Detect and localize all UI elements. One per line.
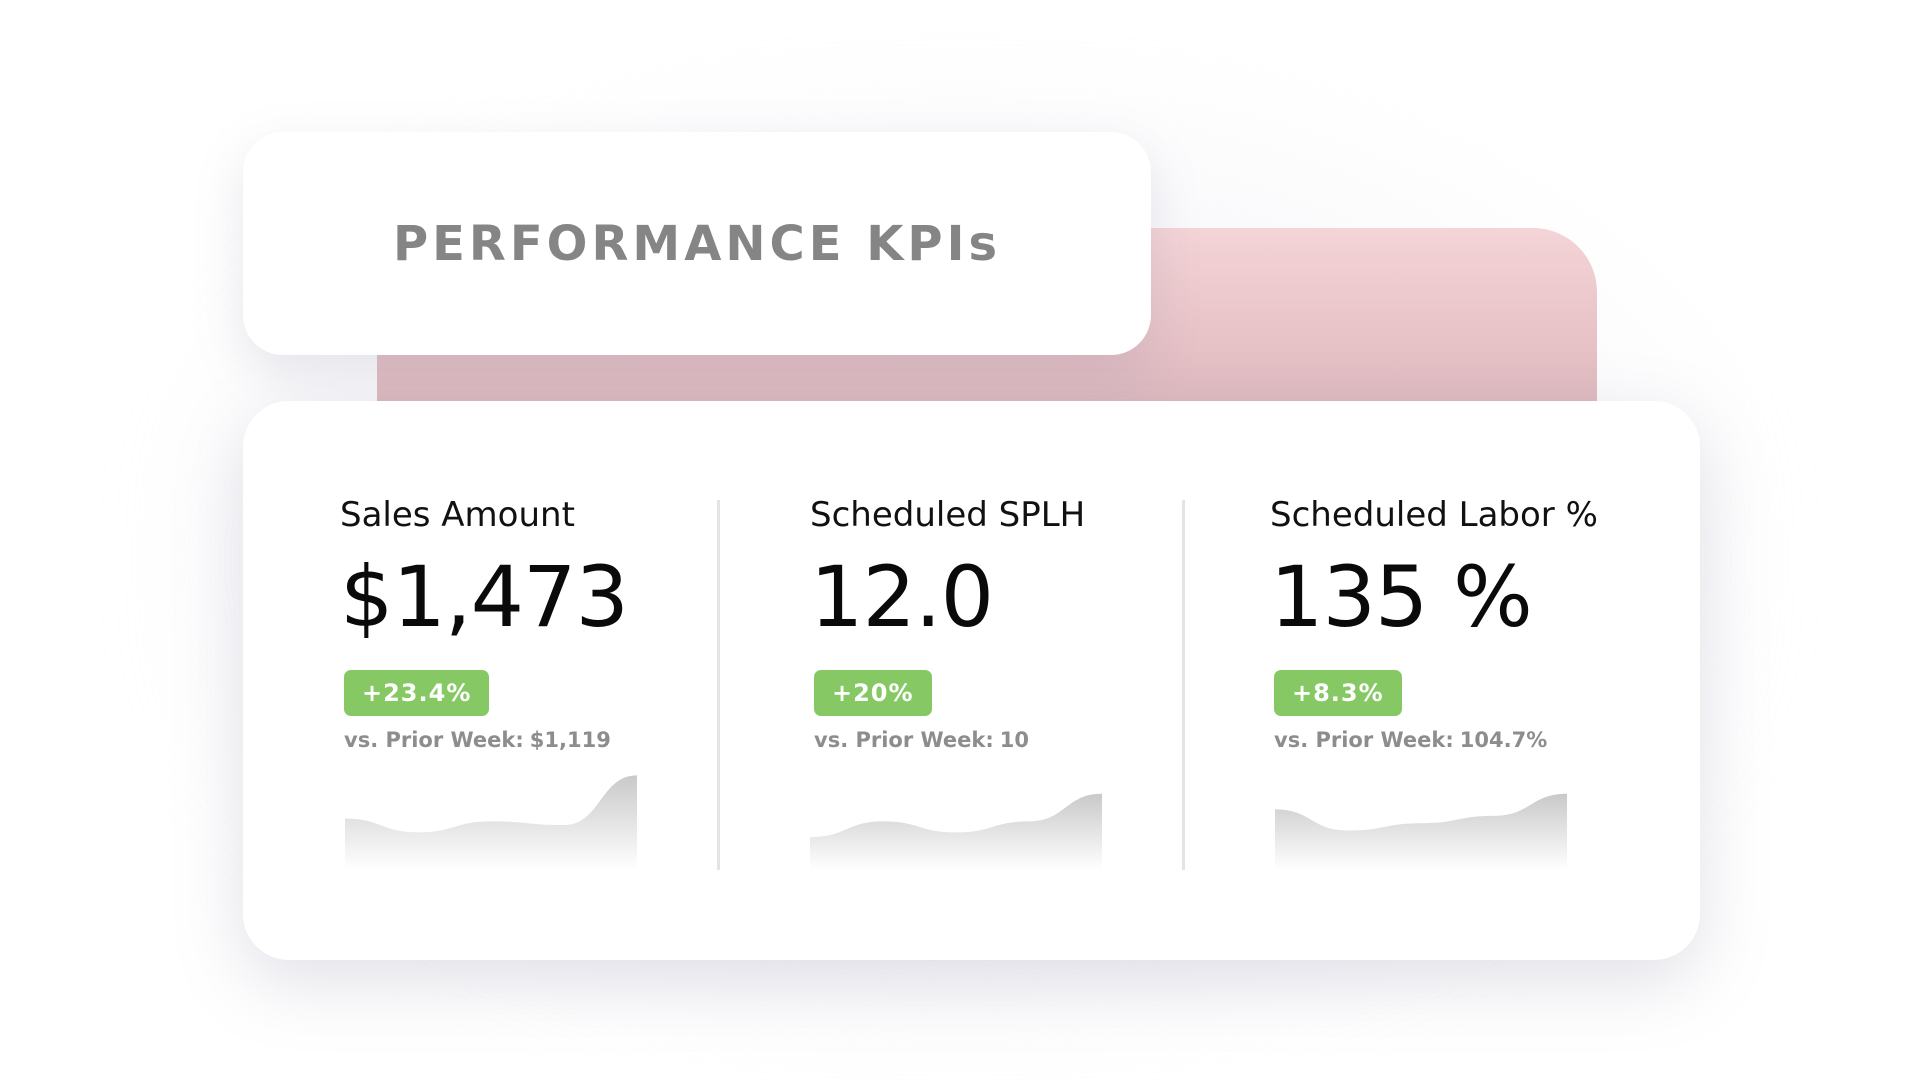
sparkline-sales-amount [345, 775, 637, 870]
prior-week-value: 10 [999, 728, 1030, 752]
kpi-label: Sales Amount [340, 495, 575, 535]
kpi-value: 135 % [1270, 548, 1533, 646]
change-badge: +20% [814, 670, 932, 716]
prior-week-text: vs. Prior Week: $1,119 [344, 728, 720, 752]
kpi-divider [1182, 500, 1185, 870]
kpi-label: Scheduled SPLH [810, 495, 1086, 535]
prior-week-label: vs. Prior Week: [344, 728, 524, 752]
kpi-divider [717, 500, 720, 870]
prior-week-label: vs. Prior Week: [1274, 728, 1454, 752]
kpi-scheduled-labor: Scheduled Labor % 135 % +8.3% vs. Prior … [1270, 490, 1650, 752]
kpi-label: Scheduled Labor % [1270, 495, 1598, 535]
prior-week-value: 104.7% [1459, 728, 1548, 752]
prior-week-text: vs. Prior Week: 104.7% [1274, 728, 1650, 752]
kpi-sales-amount: Sales Amount $1,473 +23.4% vs. Prior Wee… [340, 490, 720, 752]
change-badge: +23.4% [344, 670, 490, 716]
kpi-scheduled-splh: Scheduled SPLH 12.0 +20% vs. Prior Week:… [810, 490, 1190, 752]
change-badge: +8.3% [1274, 670, 1402, 716]
sparkline-scheduled-labor [1275, 793, 1567, 870]
title-card: PERFORMANCE KPIs [243, 132, 1151, 355]
prior-week-text: vs. Prior Week: 10 [814, 728, 1190, 752]
sparkline-area [1275, 793, 1567, 870]
sparkline-scheduled-splh [810, 793, 1102, 870]
sparkline-area [345, 775, 637, 870]
kpi-value: $1,473 [340, 548, 629, 646]
page-title: PERFORMANCE KPIs [392, 215, 1002, 272]
kpi-value: 12.0 [810, 548, 994, 646]
prior-week-label: vs. Prior Week: [814, 728, 994, 752]
prior-week-value: $1,119 [529, 728, 611, 752]
sparkline-area [810, 793, 1102, 870]
